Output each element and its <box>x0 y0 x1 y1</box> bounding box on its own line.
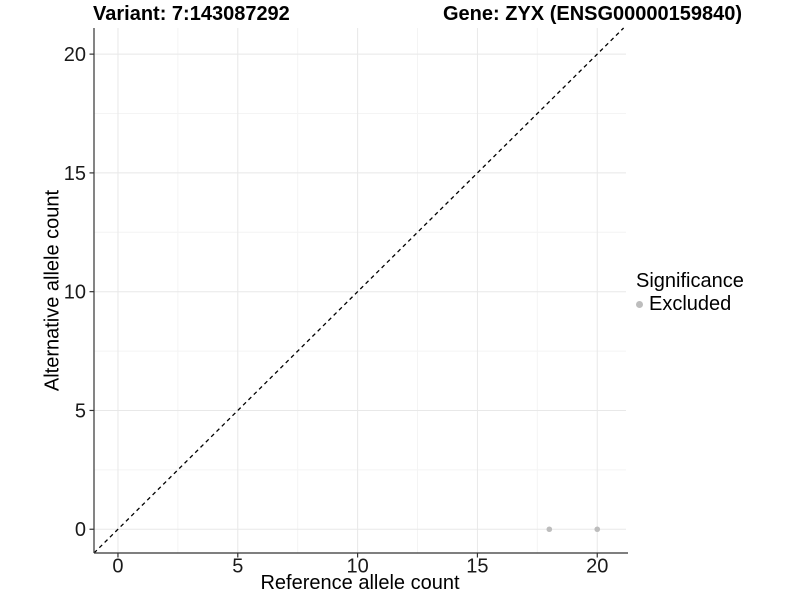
plot-title-gene: Gene: ZYX (ENSG00000159840) <box>443 3 743 25</box>
y-axis-title: Alternative allele count <box>41 189 64 392</box>
y-tick-label: 0 <box>75 519 86 541</box>
x-tick-label: 10 <box>346 556 368 578</box>
legend-item-excluded: Excluded <box>636 293 744 315</box>
legend: Significance Excluded <box>636 269 744 315</box>
x-tick-label: 20 <box>586 556 608 578</box>
identity-dashed-line <box>93 27 625 554</box>
legend-item-label: Excluded <box>649 293 732 315</box>
x-tick-label: 15 <box>466 556 488 578</box>
data-point <box>594 526 601 533</box>
y-tick-label: 20 <box>64 44 86 66</box>
x-axis-title: Reference allele count <box>260 572 460 594</box>
y-tick-label: 10 <box>64 282 86 304</box>
dot-icon <box>636 300 643 308</box>
x-tick-label: 0 <box>112 556 123 578</box>
x-tick-label: 5 <box>232 556 243 578</box>
plot-title-variant: Variant: 7:143087292 <box>93 3 290 25</box>
y-tick-label: 5 <box>75 400 86 422</box>
legend-title: Significance <box>636 270 744 292</box>
data-point <box>546 526 553 533</box>
y-tick-label: 15 <box>64 163 86 185</box>
